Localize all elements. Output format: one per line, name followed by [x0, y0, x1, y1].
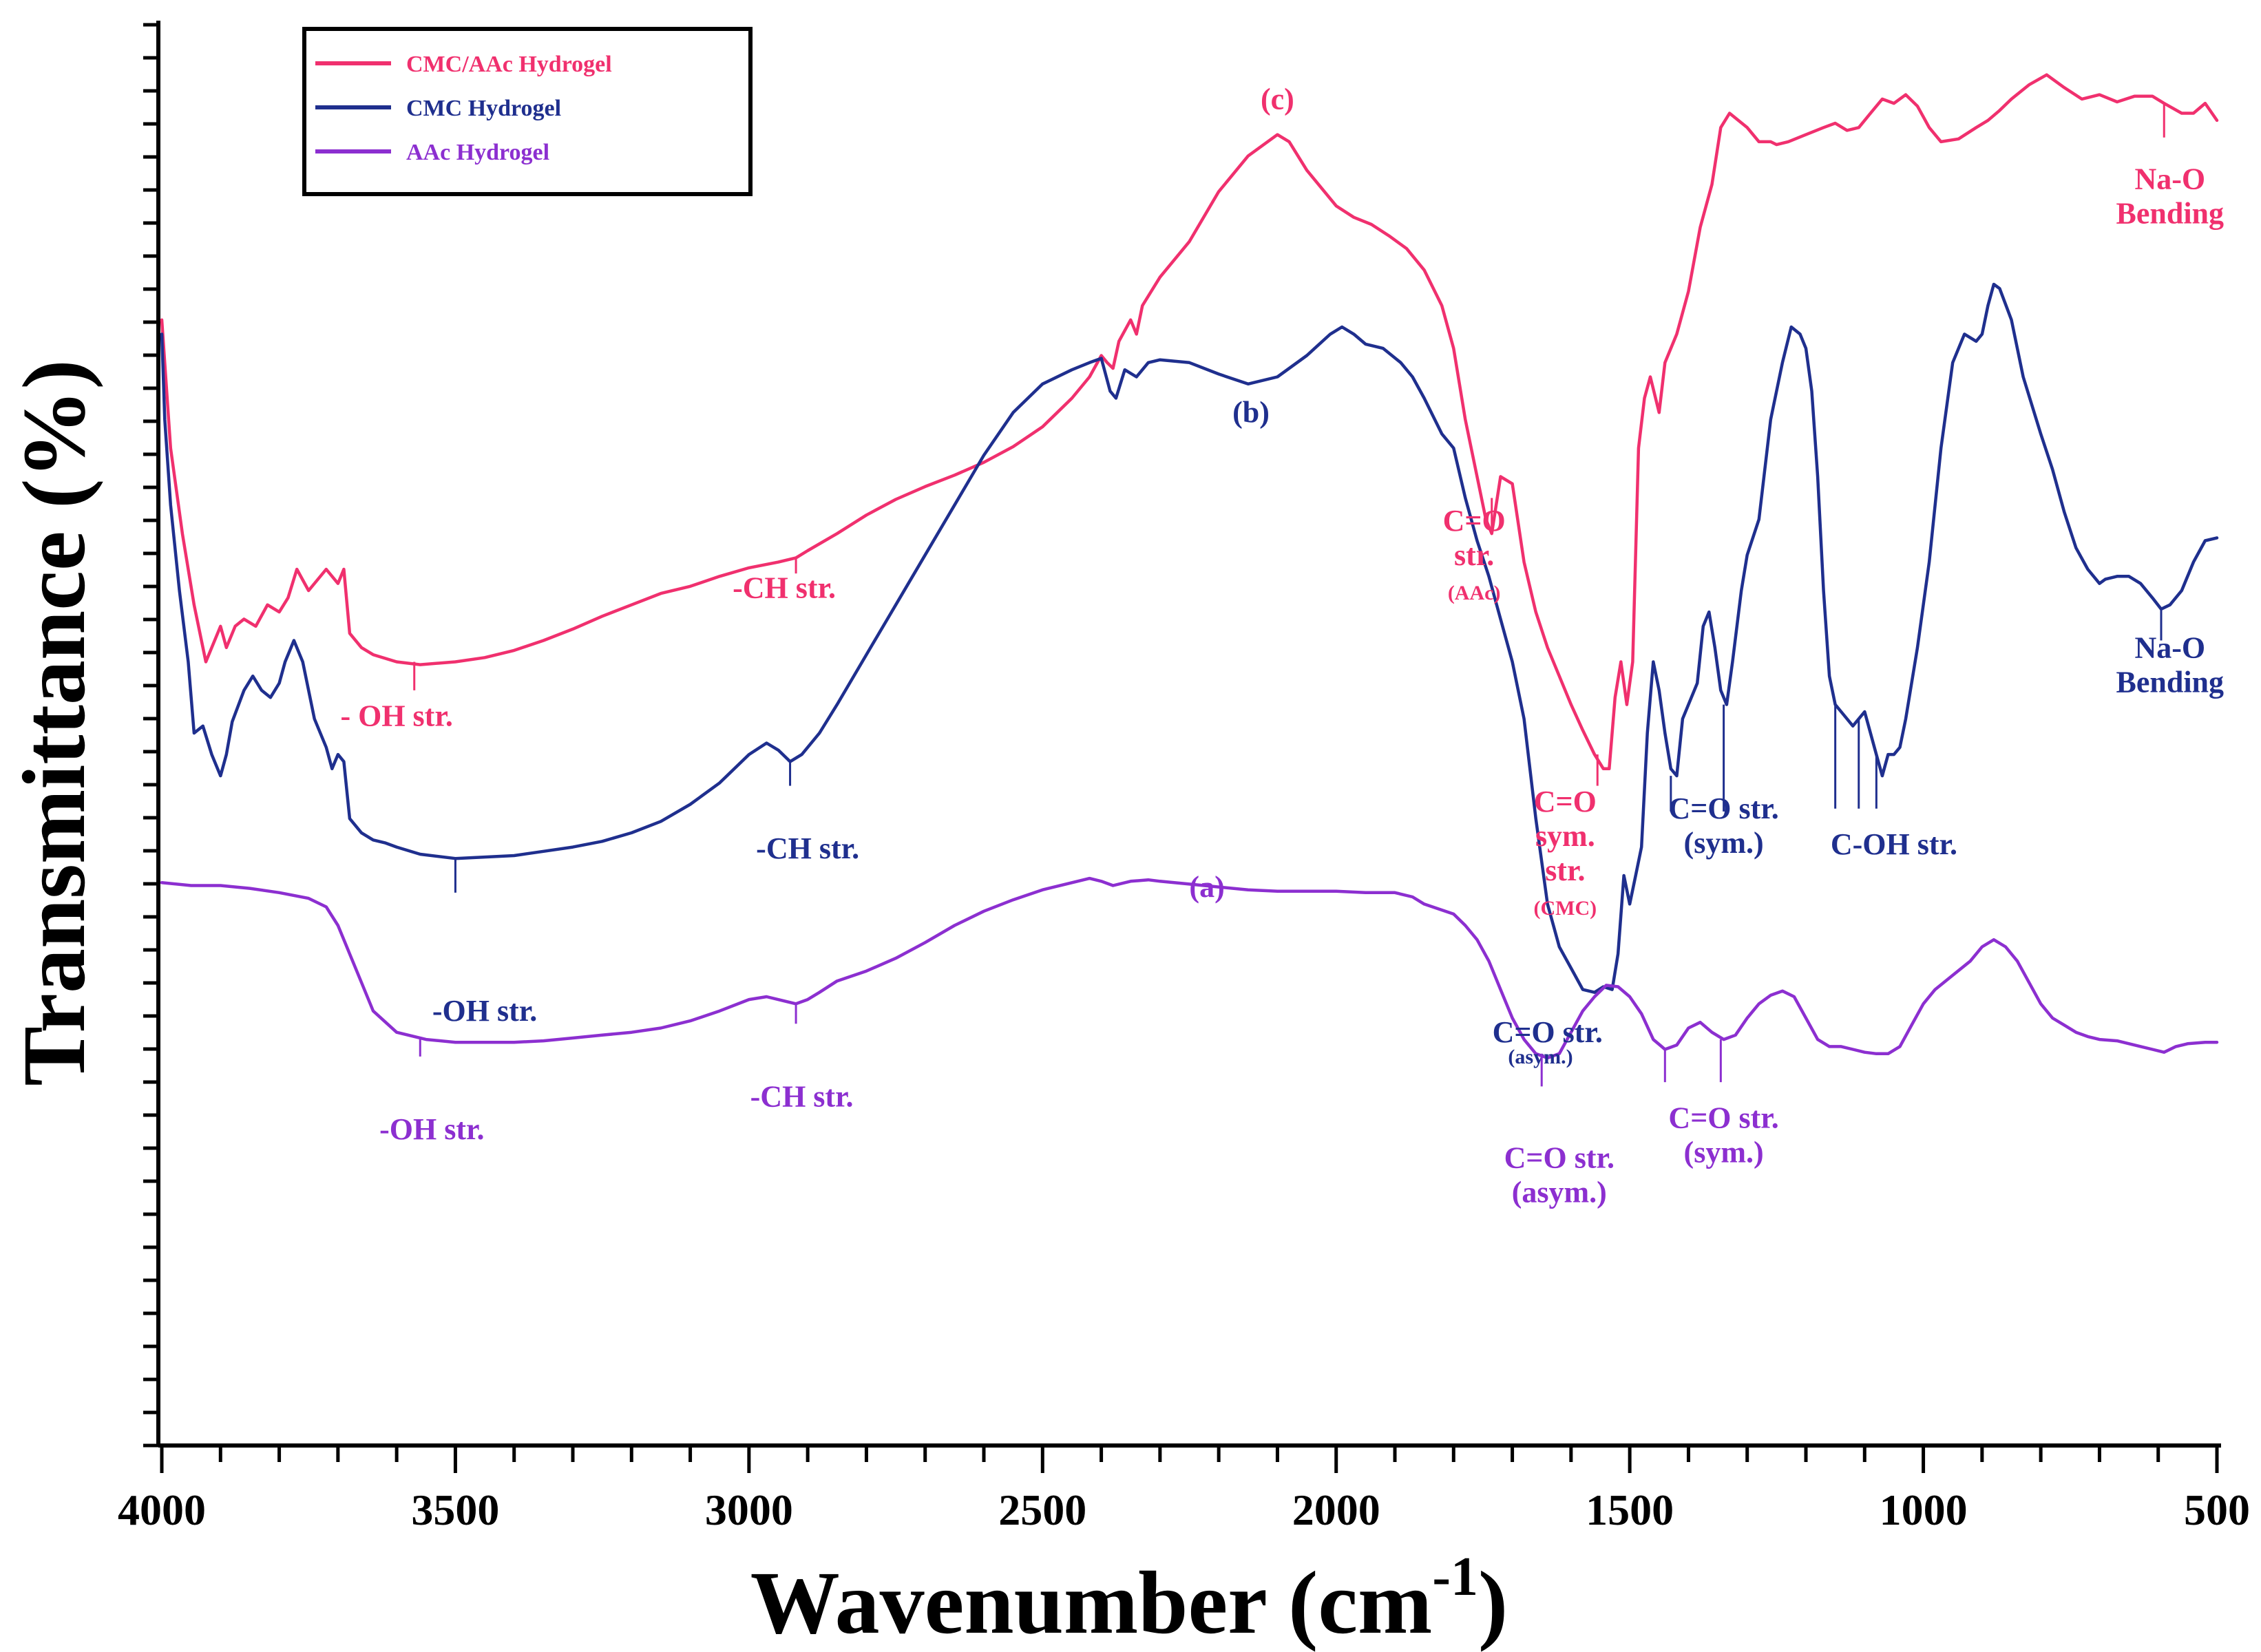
legend-label-aac-hydrogel: AAc Hydrogel	[406, 140, 549, 165]
x-axis-title: Wavenumber (cm-1)	[750, 1547, 1508, 1652]
annotation-text: - OH str.	[340, 699, 452, 733]
legend-box	[302, 27, 753, 196]
x-axis-title-close: )	[1478, 1554, 1508, 1652]
annotation-text: Na-O	[2134, 631, 2205, 664]
peak-annotations: - OH str.-CH str.C=Ostr.(AAc)C=Osym.str.…	[340, 103, 2224, 1209]
y-axis-ticks	[143, 23, 160, 1448]
annotation-label: - OH str.	[340, 699, 452, 733]
series-line-aac-hydrogel	[160, 876, 2219, 1060]
series-tags: (c) (b) (a)	[1189, 82, 1294, 904]
annotation-text: (asym.)	[1508, 1046, 1573, 1068]
annotation-text: (asym.)	[1512, 1175, 1607, 1209]
annotation-text: (CMC)	[1534, 897, 1597, 920]
annotation-text: Na-O	[2134, 162, 2205, 195]
annotation-label: -OH str.	[379, 1112, 484, 1146]
annotation-label: -CH str.	[733, 571, 836, 604]
legend-label-cmc-hydrogel: CMC Hydrogel	[406, 96, 561, 121]
annotation-label: C=O str.(sym.)	[1668, 1101, 1778, 1169]
annotation-label: C-OH str.	[1831, 827, 1957, 861]
annotation-text: (sym.)	[1684, 826, 1764, 860]
annotation-text: (AAc)	[1448, 582, 1501, 604]
x-axis-title-superscript: -1	[1432, 1547, 1478, 1607]
annotation-label: -CH str.	[756, 832, 859, 865]
annotation-text: Bending	[2116, 196, 2225, 230]
x-tick-label: 2000	[1292, 1485, 1380, 1534]
annotation-text: (sym.)	[1684, 1135, 1764, 1169]
legend-entries: CMC/AAc Hydrogel CMC Hydrogel AAc Hydrogel	[315, 52, 612, 165]
series-line-cmc-aac-hydrogel	[160, 73, 2219, 771]
annotation-text: -CH str.	[733, 571, 836, 604]
legend: CMC/AAc Hydrogel CMC Hydrogel AAc Hydrogel	[302, 27, 753, 196]
annotation-text: -CH str.	[756, 832, 859, 865]
annotation-text: str.	[1454, 538, 1494, 572]
x-axis-ticks	[160, 1446, 2219, 1473]
annotation-text: C=O str.	[1668, 1101, 1778, 1134]
annotation-text: sym.	[1535, 819, 1595, 853]
annotation-text: C=O	[1534, 785, 1597, 818]
annotation-label: -OH str.	[432, 994, 537, 1028]
annotation-text: C=O str.	[1504, 1141, 1615, 1174]
series-tag-cmc-hydrogel: (b)	[1232, 396, 1270, 430]
annotation-text: -OH str.	[432, 994, 537, 1028]
x-tick-label: 1500	[1586, 1485, 1674, 1534]
x-tick-label: 4000	[118, 1485, 206, 1534]
y-axis-title: Transmittance (%)	[5, 359, 104, 1086]
x-tick-label: 2500	[998, 1485, 1086, 1534]
series-lines	[160, 73, 2219, 1060]
annotation-text: C=O str.	[1493, 1015, 1603, 1049]
annotation-text: -CH str.	[750, 1079, 854, 1113]
series-tag-aac-hydrogel: (a)	[1189, 870, 1224, 904]
x-tick-label: 1000	[1880, 1485, 1968, 1534]
x-axis-title-main: Wavenumber (cm	[750, 1554, 1433, 1652]
annotation-label: C=O str.(asym.)	[1504, 1141, 1615, 1209]
legend-label-cmc-aac-hydrogel: CMC/AAc Hydrogel	[406, 52, 612, 77]
series-tag-cmc-aac-hydrogel: (c)	[1261, 82, 1294, 116]
annotation-label: (asym.)	[1508, 1046, 1573, 1068]
annotation-text: Bending	[2116, 665, 2225, 699]
annotation-text: C-OH str.	[1831, 827, 1957, 861]
x-axis-tick-labels: 4000 3500 3000 2500 2000 1500 1000 500	[118, 1485, 2250, 1534]
annotation-text: C=O	[1443, 504, 1506, 538]
annotation-label: -CH str.	[750, 1079, 854, 1113]
series-line-cmc-hydrogel	[160, 282, 2219, 994]
annotation-text: -OH str.	[379, 1112, 484, 1146]
x-tick-label: 3500	[411, 1485, 499, 1534]
x-tick-label: 500	[2184, 1485, 2250, 1534]
x-tick-label: 3000	[705, 1485, 793, 1534]
annotation-label: C=O str.	[1493, 1015, 1603, 1049]
annotation-text: str.	[1545, 854, 1585, 887]
plot-area: 4000 3500 3000 2500 2000 1500 1000 500 - OH str…	[118, 21, 2250, 1534]
